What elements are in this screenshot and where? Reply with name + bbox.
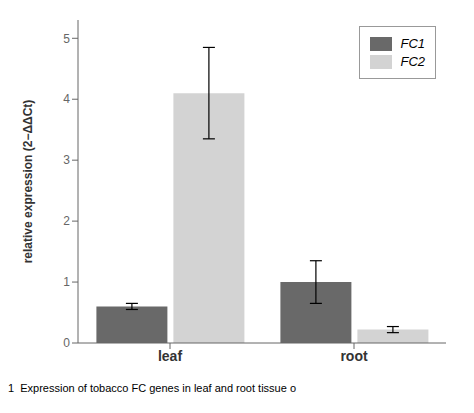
- html-text:FC2: FC2: [400, 54, 425, 69]
- html-text:FC1: FC1: [400, 36, 425, 51]
- svg-text:2: 2: [63, 214, 70, 228]
- svg-text:relative expression (2−ΔΔCt): relative expression (2−ΔΔCt): [21, 100, 35, 264]
- svg-text:1: 1: [63, 275, 70, 289]
- svg-text:3: 3: [63, 153, 70, 167]
- svg-text:4: 4: [63, 92, 70, 106]
- svg-text:0: 0: [63, 336, 70, 350]
- svg-text:root: root: [340, 348, 368, 364]
- html-text:1 Expression of tobacco FC gen: 1 Expression of tobacco FC genes in leaf…: [8, 382, 296, 394]
- svg-text:5: 5: [63, 32, 70, 46]
- svg-text:leaf: leaf: [158, 348, 182, 364]
